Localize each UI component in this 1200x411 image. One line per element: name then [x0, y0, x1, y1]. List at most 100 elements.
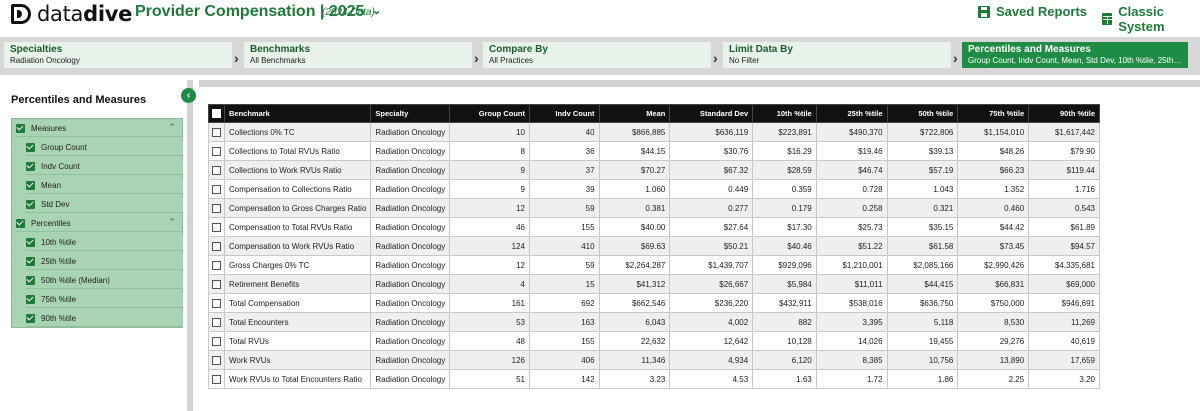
collapse-panel-button[interactable]: ‹ [181, 88, 196, 103]
table-cell: 15 [529, 274, 600, 294]
checkbox-icon[interactable] [26, 200, 35, 209]
table-row[interactable]: Collections to Total RVUs Ratio Radiation… [208, 141, 1100, 161]
table-cell: 4 [449, 274, 530, 294]
row-checkbox[interactable] [208, 274, 225, 294]
tree-item[interactable]: 25th %tile [26, 254, 183, 270]
tree-item[interactable]: 10th %tile [26, 235, 183, 251]
row-checkbox[interactable] [208, 293, 225, 313]
row-checkbox[interactable] [208, 122, 225, 142]
step-benchmarks[interactable]: Benchmarks All Benchmarks [244, 42, 472, 68]
checkbox-icon[interactable] [26, 276, 35, 285]
tree-item[interactable]: Std Dev [26, 197, 183, 213]
column-header[interactable]: 25th %tile [815, 104, 888, 123]
table-cell: 161 [449, 293, 530, 313]
checkbox-icon[interactable] [26, 238, 35, 247]
table-row[interactable]: Work RVUs to Total Encounters Ratio Radia… [208, 369, 1100, 389]
tree-group-percentiles[interactable]: Percentiles ⌃ [16, 216, 182, 232]
chevron-down-icon[interactable]: ⌄ [372, 5, 382, 17]
column-header[interactable]: Mean [598, 104, 671, 123]
row-checkbox[interactable] [208, 255, 225, 275]
table-cell: 36 [529, 141, 600, 161]
table-row[interactable]: Work RVUs Radiation Oncology 126 406 11,346 4… [208, 350, 1100, 370]
select-all-checkbox[interactable] [208, 104, 225, 123]
table-cell: 3.20 [1028, 369, 1100, 389]
tree-item[interactable]: 75th %tile [26, 292, 183, 308]
column-header[interactable]: 10th %tile [752, 104, 817, 123]
table-cell: $69.63 [598, 236, 671, 256]
table-row[interactable]: Compensation to Collections Ratio Radiati… [208, 179, 1100, 199]
table-row[interactable]: Gross Charges 0% TC Radiation Oncology 12 5… [208, 255, 1100, 275]
column-header[interactable]: Benchmark [223, 104, 372, 123]
chevron-right-icon: › [474, 50, 479, 66]
tree-item[interactable]: Mean [26, 178, 183, 194]
classic-system-button[interactable]: Classic System [1102, 4, 1200, 34]
chevron-up-icon[interactable]: ⌃ [168, 122, 176, 132]
checkbox-icon[interactable] [26, 295, 35, 304]
step-specialties[interactable]: Specialties Radiation Oncology [4, 42, 232, 68]
chevron-up-icon[interactable]: ⌃ [168, 217, 176, 227]
table-cell: 29,276 [957, 331, 1030, 351]
table-cell: Collections to Total RVUs Ratio [223, 141, 372, 161]
row-checkbox[interactable] [208, 331, 225, 351]
row-checkbox[interactable] [208, 312, 225, 332]
step-percentiles-measures[interactable]: Percentiles and Measures Group Count, In… [962, 42, 1188, 68]
step-limit-data-by[interactable]: Limit Data By No Filter [723, 42, 951, 68]
page-title[interactable]: Provider Compensation | 2025 [135, 3, 365, 20]
row-checkbox[interactable] [208, 369, 225, 389]
column-header[interactable]: 50th %tile [886, 104, 959, 123]
tree-item[interactable]: Indv Count [26, 159, 183, 175]
row-checkbox[interactable] [208, 198, 225, 218]
checkbox-icon[interactable] [26, 162, 35, 171]
chevron-right-icon: › [953, 50, 958, 66]
top-bar: datadive Provider Compensation | 2025 (2… [0, 0, 1200, 34]
column-header[interactable]: 90th %tile [1028, 104, 1100, 123]
row-checkbox[interactable] [208, 160, 225, 180]
table-row[interactable]: Compensation to Gross Charges Ratio Radia… [208, 198, 1100, 218]
table-row[interactable]: Total RVUs Radiation Oncology 48 155 22,632 1… [208, 331, 1100, 351]
table-cell: $236,220 [669, 293, 754, 313]
row-checkbox[interactable] [208, 236, 225, 256]
table-cell: $66,831 [957, 274, 1030, 294]
table-cell: 8,530 [957, 312, 1030, 332]
row-checkbox[interactable] [208, 217, 225, 237]
column-header[interactable]: Standard Dev [669, 104, 754, 123]
table-cell: 126 [449, 350, 530, 370]
column-header[interactable]: Specialty [370, 104, 451, 123]
tree-item[interactable]: 50th %tile (Median) [26, 273, 183, 289]
checkbox-icon[interactable] [16, 124, 25, 133]
table-cell: 142 [529, 369, 600, 389]
checkbox-icon[interactable] [26, 257, 35, 266]
row-checkbox[interactable] [208, 179, 225, 199]
column-header[interactable]: Group Count [449, 104, 530, 123]
table-row[interactable]: Compensation to Work RVUs Ratio Radiation… [208, 236, 1100, 256]
table-row[interactable]: Total Encounters Radiation Oncology 53 163 6… [208, 312, 1100, 332]
table-row[interactable]: Retirement Benefits Radiation Oncology 4 15… [208, 274, 1100, 294]
row-checkbox[interactable] [208, 350, 225, 370]
tree-item[interactable]: Group Count [26, 140, 183, 156]
table-cell: 2.25 [957, 369, 1030, 389]
row-checkbox[interactable] [208, 141, 225, 161]
table-row[interactable]: Collections 0% TC Radiation Oncology 10 40 $… [208, 122, 1100, 142]
table-cell: Collections 0% TC [223, 122, 372, 142]
logo-text: datadive [37, 2, 133, 26]
table-cell: $25.73 [815, 217, 888, 237]
table-cell: 0.381 [598, 198, 671, 218]
table-row[interactable]: Collections to Work RVUs Ratio Radiation … [208, 160, 1100, 180]
checkbox-icon[interactable] [26, 181, 35, 190]
table-cell: 4,002 [669, 312, 754, 332]
tree-group-measures[interactable]: Measures ⌃ [16, 121, 182, 137]
checkbox-icon[interactable] [26, 314, 35, 323]
table-row[interactable]: Compensation to Total RVUs Ratio Radiatio… [208, 217, 1100, 237]
column-header[interactable]: Indv Count [529, 104, 600, 123]
saved-reports-button[interactable]: Saved Reports [978, 4, 1087, 19]
tree-item[interactable]: 90th %tile [26, 311, 183, 327]
table-cell: $30.76 [669, 141, 754, 161]
step-compare-by[interactable]: Compare By All Practices [483, 42, 711, 68]
table-cell: $432,911 [752, 293, 817, 313]
checkbox-icon[interactable] [26, 143, 35, 152]
data-year-label[interactable]: (2024 Data) [322, 7, 375, 18]
datadive-logo[interactable]: datadive [11, 2, 132, 26]
column-header[interactable]: 75th %tile [957, 104, 1030, 123]
table-row[interactable]: Total Compensation Radiation Oncology 161 6… [208, 293, 1100, 313]
checkbox-icon[interactable] [16, 219, 25, 228]
